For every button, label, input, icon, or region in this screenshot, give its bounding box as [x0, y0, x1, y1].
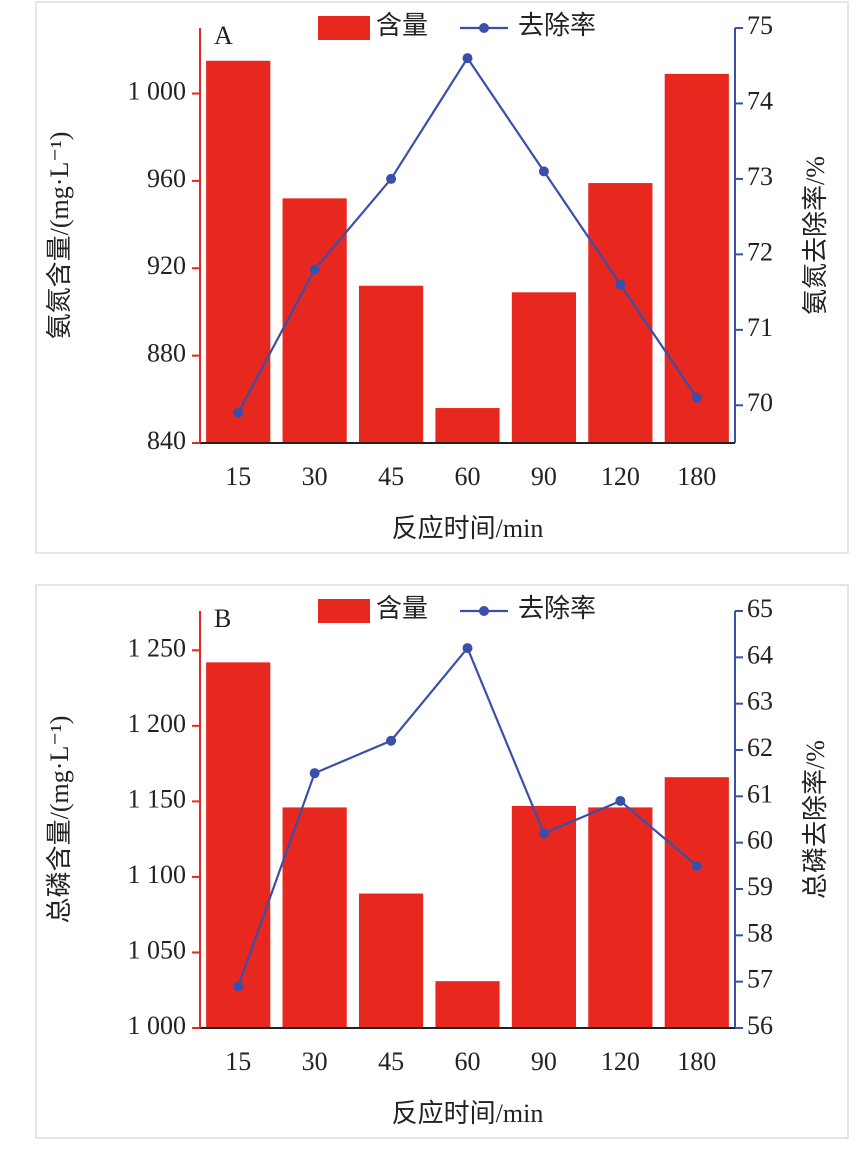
point: [691, 860, 702, 871]
panel-frame: [35, 1, 849, 554]
bar: [282, 807, 347, 1028]
legend-label: 去除率: [518, 11, 596, 40]
bar: [282, 198, 347, 443]
point: [233, 981, 244, 992]
x-tick-label: 15: [225, 462, 251, 491]
y2-tick-label: 75: [747, 11, 773, 40]
bar: [206, 662, 271, 1028]
bar: [435, 981, 500, 1028]
y-tick-label: 1 100: [128, 860, 187, 889]
point: [538, 828, 549, 839]
x-tick-label: 120: [601, 462, 640, 491]
x-axis-label: 反应时间/min: [392, 514, 544, 543]
bar: [664, 73, 729, 444]
y-tick-label: 920: [147, 251, 186, 280]
y2-tick-label: 60: [747, 826, 773, 855]
y2-tick-label: 74: [747, 86, 773, 115]
y-tick-label: 960: [147, 164, 186, 193]
x-tick-label: 45: [378, 1047, 404, 1076]
y-tick-label: 1 250: [128, 633, 187, 662]
y2-tick-label: 73: [747, 162, 773, 191]
bar: [511, 805, 577, 1028]
bar: [588, 183, 653, 443]
y2-tick-label: 58: [747, 918, 773, 947]
panel-label: B: [214, 604, 231, 633]
x-tick-label: 60: [455, 1047, 481, 1076]
x-tick-label: 180: [677, 462, 716, 491]
point: [691, 392, 702, 403]
y2-tick-label: 63: [747, 687, 773, 716]
y-tick-label: 1 000: [128, 1011, 187, 1040]
point: [462, 643, 473, 654]
x-tick-label: 90: [531, 1047, 557, 1076]
y-tick-label: 1 000: [128, 76, 187, 105]
x-tick-label: 120: [601, 1047, 640, 1076]
y2-tick-label: 56: [747, 1011, 773, 1040]
bar: [588, 807, 653, 1028]
bar: [358, 893, 424, 1028]
x-tick-label: 30: [302, 1047, 328, 1076]
x-tick-label: 180: [677, 1047, 716, 1076]
x-tick-label: 60: [455, 462, 481, 491]
panel-frame: [35, 584, 849, 1139]
bar: [358, 285, 424, 443]
y-tick-label: 1 050: [128, 935, 187, 964]
bar: [511, 292, 577, 443]
legend-swatch: [318, 599, 370, 623]
point: [462, 53, 473, 64]
y2-tick-label: 72: [747, 237, 773, 266]
legend-swatch: [318, 16, 370, 40]
y2-axis-label: 氨氮去除率/%: [801, 156, 830, 315]
x-axis-label: 反应时间/min: [392, 1099, 544, 1128]
y2-tick-label: 62: [747, 733, 773, 762]
point: [615, 279, 626, 290]
y2-tick-label: 64: [747, 640, 773, 669]
y2-axis-label: 总磷去除率/%: [801, 740, 830, 899]
point: [233, 407, 244, 418]
point: [386, 735, 397, 746]
point: [538, 166, 549, 177]
legend-swatch: [479, 23, 489, 33]
y-axis-label: 氨氮含量/(mg·L⁻¹): [45, 132, 74, 340]
point: [309, 768, 320, 779]
panel-label: A: [214, 21, 233, 50]
y2-tick-label: 71: [747, 313, 773, 342]
y2-tick-label: 61: [747, 779, 773, 808]
legend-label: 去除率: [518, 594, 596, 623]
point: [386, 173, 397, 184]
point: [309, 264, 320, 275]
y2-tick-label: 57: [747, 965, 773, 994]
y-tick-label: 1 200: [128, 709, 187, 738]
legend-label: 含量: [376, 11, 428, 40]
x-tick-label: 15: [225, 1047, 251, 1076]
x-tick-label: 45: [378, 462, 404, 491]
y2-tick-label: 70: [747, 388, 773, 417]
legend-label: 含量: [376, 594, 428, 623]
x-tick-label: 30: [302, 462, 328, 491]
y-tick-label: 880: [147, 339, 186, 368]
y-axis-label: 总磷含量/(mg·L⁻¹): [45, 716, 74, 924]
bar: [664, 777, 729, 1028]
bar: [435, 408, 500, 443]
y2-tick-label: 59: [747, 872, 773, 901]
bar: [206, 60, 271, 444]
y2-tick-label: 65: [747, 594, 773, 623]
x-tick-label: 90: [531, 462, 557, 491]
y-tick-label: 840: [147, 426, 186, 455]
y-tick-label: 1 150: [128, 784, 187, 813]
legend-swatch: [479, 606, 489, 616]
point: [615, 795, 626, 806]
